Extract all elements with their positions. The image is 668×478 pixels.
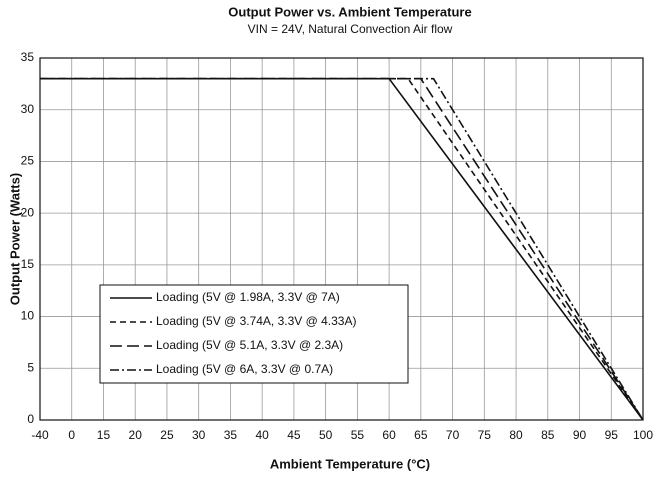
x-tick-label: 65	[414, 428, 428, 442]
legend-label: Loading (5V @ 3.74A, 3.3V @ 4.33A)	[156, 314, 356, 328]
x-tick-label: 75	[478, 428, 492, 442]
x-tick-label: 30	[192, 428, 206, 442]
y-tick-label: 20	[21, 205, 35, 219]
x-axis-label: Ambient Temperature (°C)	[270, 456, 430, 471]
x-tick-label: 85	[541, 428, 555, 442]
legend-box	[99, 284, 409, 384]
x-tick-label: 0	[68, 428, 75, 442]
x-tick-label: -40	[31, 428, 49, 442]
x-tick-label: 20	[129, 428, 143, 442]
legend-label: Loading (5V @ 6A, 3.3V @ 0.7A)	[156, 362, 333, 376]
y-tick-label: 5	[27, 360, 34, 374]
legend-label: Loading (5V @ 1.98A, 3.3V @ 7A)	[156, 290, 340, 304]
x-tick-label: 25	[160, 428, 174, 442]
x-tick-label: 15	[97, 428, 111, 442]
legend-label: Loading (5V @ 5.1A, 3.3V @ 2.3A)	[156, 338, 343, 352]
x-tick-label: 55	[351, 428, 365, 442]
y-tick-label: 0	[27, 412, 34, 426]
x-tick-label: 90	[573, 428, 587, 442]
chart-subtitle: VIN = 24V, Natural Convection Air flow	[248, 22, 453, 36]
x-tick-label: 95	[605, 428, 619, 442]
x-tick-label: 70	[446, 428, 460, 442]
plot-frame	[39, 57, 644, 421]
y-tick-label: 15	[21, 257, 35, 271]
x-tick-label: 35	[224, 428, 238, 442]
x-tick-label: 45	[287, 428, 301, 442]
x-tick-label: 40	[255, 428, 269, 442]
x-tick-label: 60	[382, 428, 396, 442]
y-tick-label: 10	[21, 309, 35, 323]
y-tick-label: 35	[21, 50, 35, 64]
y-tick-label: 25	[21, 154, 35, 168]
y-axis-label: Output Power (Watts)	[7, 173, 22, 305]
x-tick-label: 80	[509, 428, 523, 442]
series-line	[40, 77, 644, 421]
x-tick-label: 50	[319, 428, 333, 442]
x-tick-label: 100	[633, 428, 653, 442]
chart-title: Output Power vs. Ambient Temperature	[228, 4, 471, 19]
y-tick-label: 30	[21, 102, 35, 116]
